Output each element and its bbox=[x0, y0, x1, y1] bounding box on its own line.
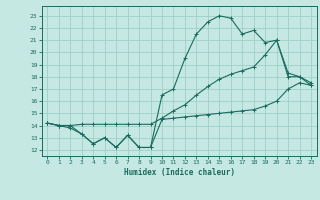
X-axis label: Humidex (Indice chaleur): Humidex (Indice chaleur) bbox=[124, 168, 235, 177]
